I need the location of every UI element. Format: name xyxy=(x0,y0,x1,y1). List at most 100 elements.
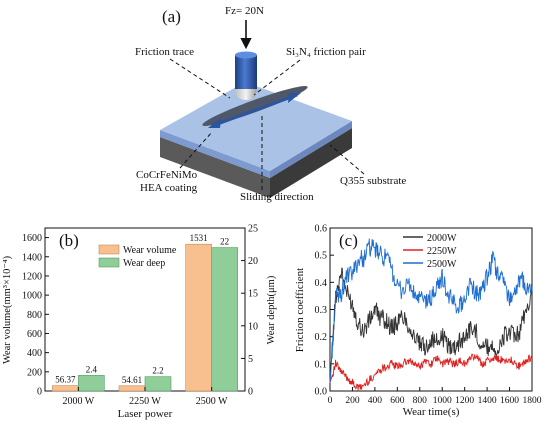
c-x-tick-label-3: 600 xyxy=(390,396,405,406)
c-x-tick-label-7: 1400 xyxy=(478,396,497,406)
legend-swatch-wear-deep xyxy=(98,257,120,268)
sliding-direction-label: Sliding direction xyxy=(240,191,314,203)
c-y-tick-label-5: 0.5 xyxy=(315,251,328,262)
friction-pin-body xyxy=(235,55,257,89)
bar-chart-x-axis-label: Laser power xyxy=(118,408,173,420)
left-tick-label-8: 1600 xyxy=(22,233,42,244)
line-chart-y-axis-label: Friction coefficient xyxy=(294,268,306,352)
bar-value-label-1-1: 2.2 xyxy=(152,366,163,376)
bar-wear-volume-0 xyxy=(52,385,79,392)
bar-chart-legend: Wear volume Wear deep xyxy=(98,244,177,269)
sliding-arrowhead-right xyxy=(288,93,301,103)
panel-label-b: (b) xyxy=(59,231,79,250)
friction-pin-top xyxy=(235,51,257,59)
line-chart-legend: 2000W 2250W 2500W xyxy=(403,233,457,270)
line-series-2500w xyxy=(329,238,533,383)
bar-chart-right-ticks: 0 5 10 15 20 25 xyxy=(241,224,258,398)
c-y-tick-label-3: 0.3 xyxy=(315,305,328,316)
left-tick-label-7: 1400 xyxy=(22,252,42,263)
c-x-tick-label-1: 200 xyxy=(345,396,360,406)
line-chart-series xyxy=(329,238,533,391)
c-y-tick-label-4: 0.4 xyxy=(315,278,328,289)
load-label: Fz= 20N xyxy=(225,5,264,17)
left-tick-label-5: 1000 xyxy=(22,291,42,302)
c-y-tick-label-1: 0.1 xyxy=(315,359,328,370)
bar-wear-deep-1 xyxy=(144,376,172,392)
friction-trace-leader xyxy=(169,58,231,99)
left-tick-label-6: 1200 xyxy=(22,271,42,282)
left-tick-label-1: 200 xyxy=(27,367,42,378)
bar-value-label-1-2: 22 xyxy=(220,237,229,247)
bar-wear-volume-1 xyxy=(118,385,146,392)
sliding-arrowhead-left xyxy=(208,118,221,128)
panel-label-c: (c) xyxy=(339,231,358,250)
legend-swatch-wear-volume xyxy=(98,244,120,255)
c-x-tick-label-8: 1600 xyxy=(500,396,519,406)
left-tick-label-2: 400 xyxy=(27,348,42,359)
friction-pair-label: Si₃N₄ friction pair xyxy=(286,46,366,58)
bar-value-label-0-0: 56.37 xyxy=(55,375,76,385)
legend-label-wear-volume: Wear volume xyxy=(123,245,177,256)
right-tick-label-3: 15 xyxy=(248,289,258,300)
left-tick-label-0: 0 xyxy=(37,387,42,398)
line-chart-ticks: 0 200 400 600 800 1000 1200 1400 1600 1800 0.0 0.1 0… xyxy=(315,224,542,407)
legend-label-2000w: 2000W xyxy=(427,233,457,244)
c-y-tick-label-6: 0.6 xyxy=(315,224,328,235)
bar-chart-right-axis-label: Wear depth(μm) xyxy=(266,275,277,344)
coating-label-line1: CoCrFeNiMo xyxy=(136,169,198,181)
line-series-2250w xyxy=(329,353,533,391)
c-x-tick-label-6: 1200 xyxy=(455,396,474,406)
panel-label-a: (a) xyxy=(162,7,181,26)
line-chart-x-axis-label: Wear time(s) xyxy=(403,406,460,418)
c-x-tick-label-9: 1800 xyxy=(523,396,542,406)
coating-label-line2: HEA coating xyxy=(140,182,198,194)
bar-value-label-0-1: 54.61 xyxy=(122,375,142,385)
substrate-label: Q355 substrate xyxy=(340,175,406,187)
c-y-tick-label-0: 0.0 xyxy=(315,387,328,398)
c-x-tick-label-4: 800 xyxy=(413,396,428,406)
friction-pair-leader xyxy=(253,59,301,96)
substrate-leader xyxy=(329,144,365,175)
right-tick-label-1: 5 xyxy=(248,354,253,365)
bar-value-label-0-2: 1531 xyxy=(190,233,208,243)
line-chart-panel: 0 200 400 600 800 1000 1200 1400 1600 1800 0.0 0.1 0… xyxy=(294,224,542,419)
bar-chart-x-ticks: 2000 W 2250 W 2500 W xyxy=(62,387,228,407)
line-series-2000w xyxy=(329,267,533,383)
x-tick-label-0: 2000 W xyxy=(62,396,94,407)
bar-wear-volume-2 xyxy=(185,243,212,392)
right-tick-label-2: 10 xyxy=(248,321,258,332)
legend-label-2500w: 2500W xyxy=(427,259,457,270)
bar-chart-bars: 56.37 2.4 54.61 2.2 1531 22 xyxy=(52,233,238,392)
c-x-tick-label-2: 400 xyxy=(368,396,383,406)
right-tick-label-5: 25 xyxy=(248,224,258,235)
schematic-panel: (a) Fz= 20N Friction trace Si₃N₄ frictio… xyxy=(135,5,406,203)
left-tick-label-3: 600 xyxy=(27,329,42,340)
bar-chart-left-ticks: 0 200 400 600 800 1000 1200 1400 1600 xyxy=(22,233,49,398)
coating-leader xyxy=(179,131,213,169)
friction-trace xyxy=(202,86,308,126)
friction-trace-label: Friction trace xyxy=(135,46,194,58)
bar-value-label-1-0: 2.4 xyxy=(86,364,98,374)
coating-front-face xyxy=(160,130,270,178)
c-y-tick-label-2: 0.2 xyxy=(315,332,328,343)
right-tick-label-0: 0 xyxy=(248,387,253,398)
legend-label-wear-deep: Wear deep xyxy=(123,258,165,269)
legend-label-2250w: 2250W xyxy=(427,246,457,257)
x-tick-label-2: 2500 W xyxy=(196,396,228,407)
friction-pin-tip xyxy=(235,89,257,100)
substrate-front-face xyxy=(160,137,270,198)
bar-chart-left-axis-label: Wear volume(mm³×10⁻⁴) xyxy=(2,255,13,364)
x-tick-label-1: 2250 W xyxy=(129,396,161,407)
right-tick-label-4: 20 xyxy=(248,256,258,267)
substrate-side-face xyxy=(270,128,352,198)
c-x-tick-label-0: 0 xyxy=(328,396,333,406)
coating-top-surface xyxy=(160,82,352,171)
left-tick-label-4: 800 xyxy=(27,310,42,321)
bar-wear-deep-2 xyxy=(211,247,238,392)
sliding-direction-arrow xyxy=(211,93,298,128)
coating-side-face xyxy=(270,121,352,178)
c-x-tick-label-5: 1000 xyxy=(433,396,452,406)
bar-wear-deep-0 xyxy=(78,375,105,392)
